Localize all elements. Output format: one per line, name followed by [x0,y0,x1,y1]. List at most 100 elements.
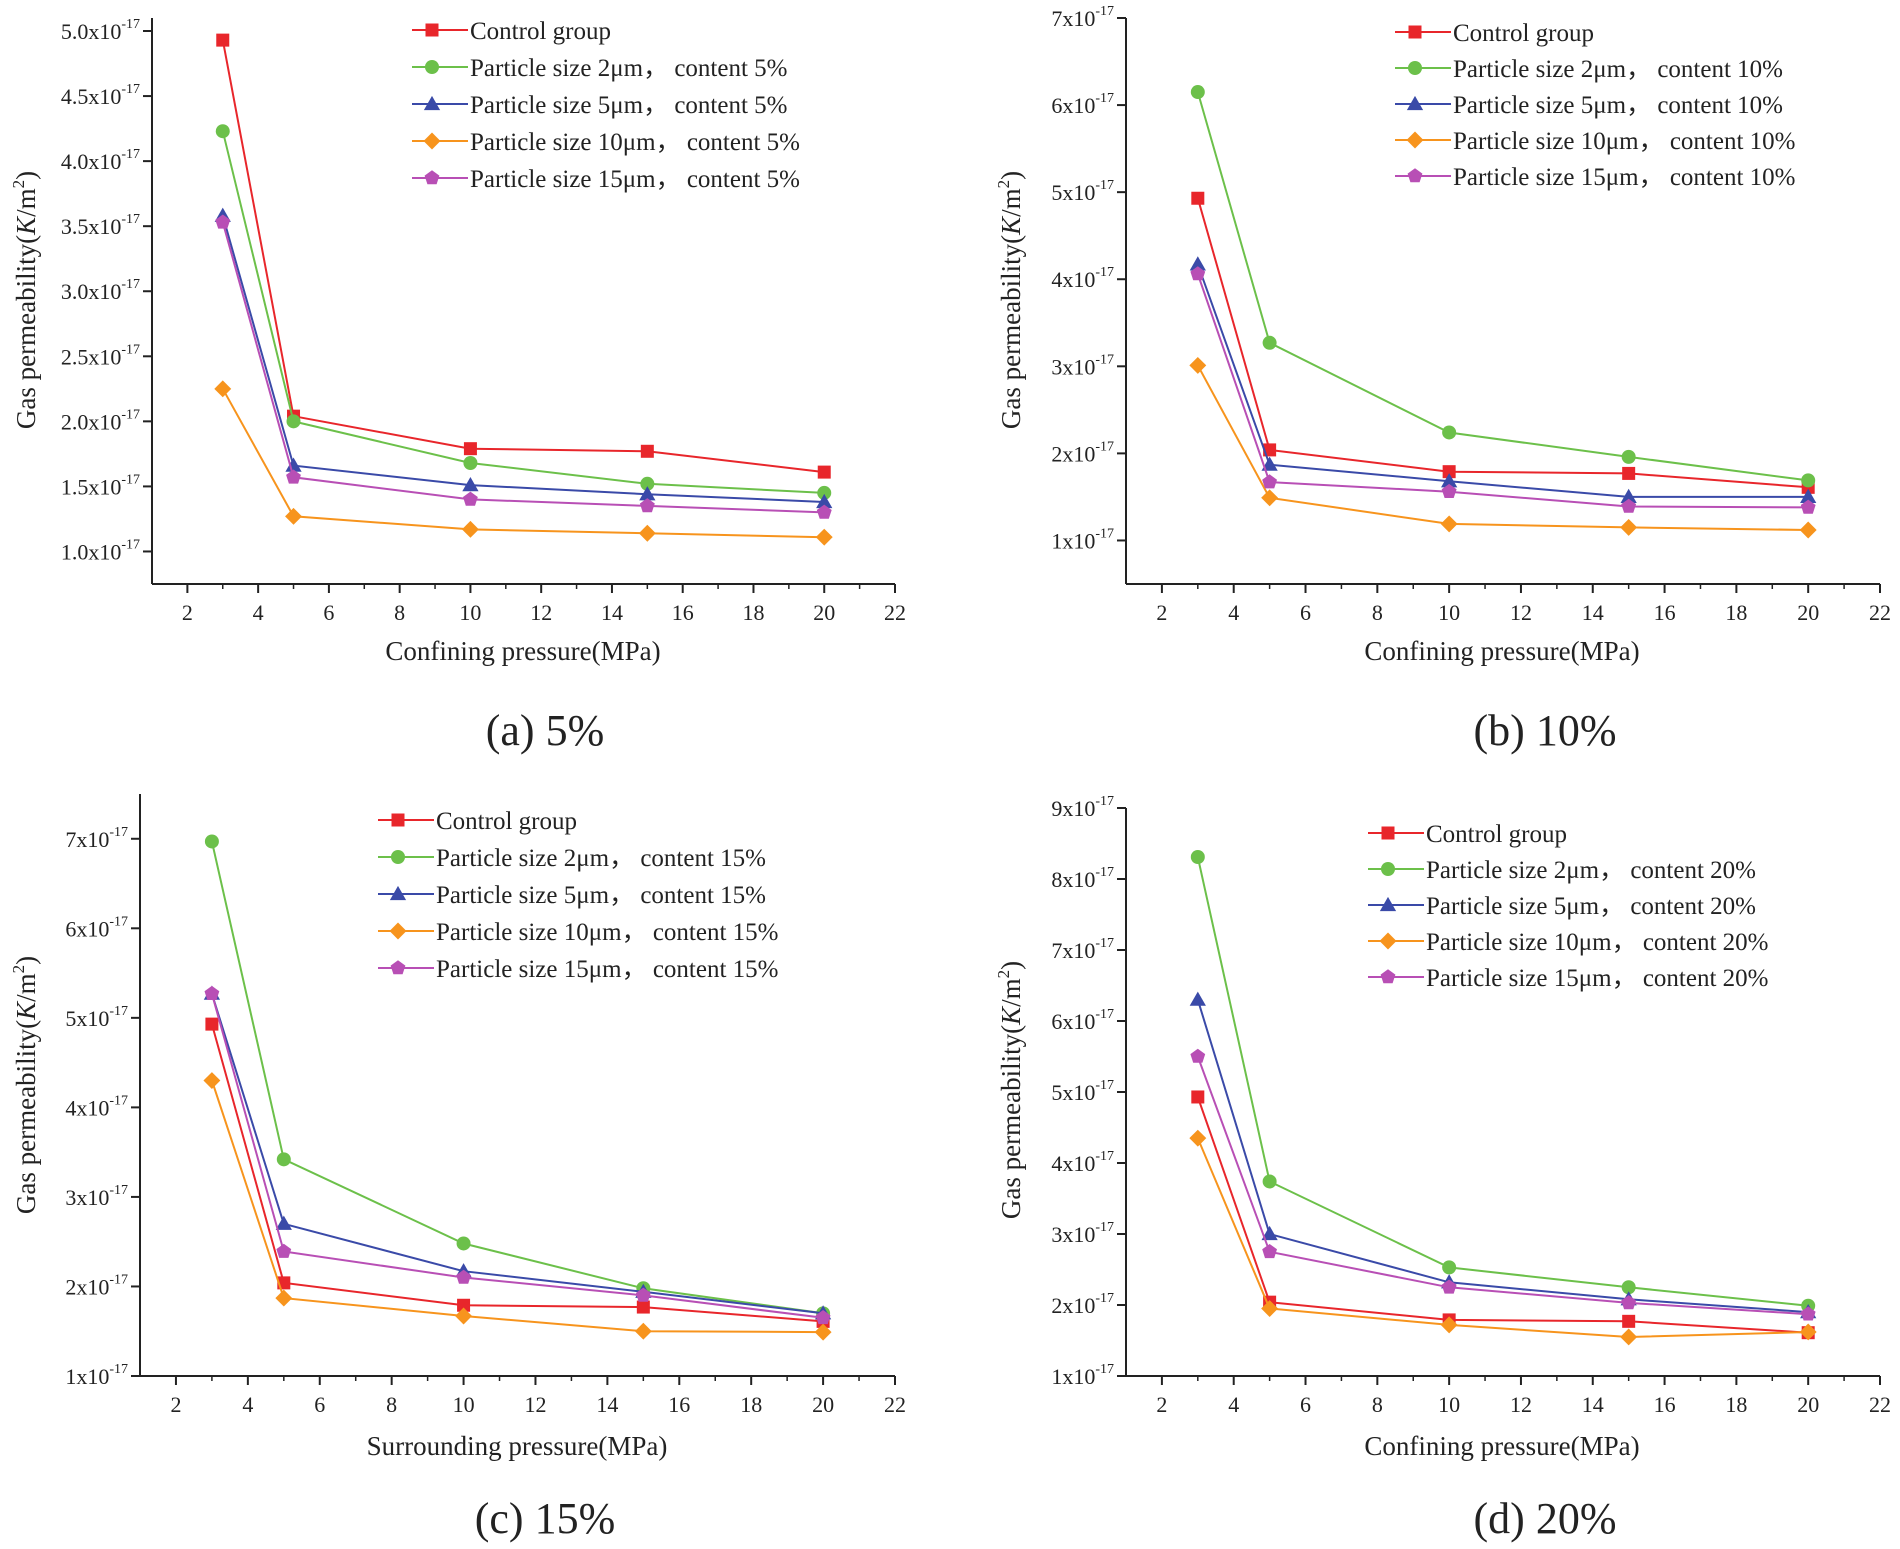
series-p10 [214,380,833,546]
series-line [1196,999,1809,1314]
data-point [276,1243,292,1258]
data-point [456,1236,471,1251]
legend-label: Particle size 5μm， content 10% [1453,92,1783,119]
data-point [463,442,477,456]
x-tick-label: 4 [253,600,264,625]
data-point [1620,488,1637,504]
legend-label: Particle size 10μm， content 20% [1426,929,1768,956]
data-point [1441,1279,1457,1294]
x-tick-label: 6 [314,1392,325,1417]
data-point [1622,466,1636,480]
data-point [1190,85,1205,100]
legend-marker [1381,862,1395,876]
x-tick-label: 2 [1156,600,1167,625]
legend-label: Particle size 5μm， content 5% [470,92,787,119]
x-tick-label: 12 [530,600,552,625]
y-tick-label: 3x10-17 [65,1183,128,1210]
series-line [210,993,824,1315]
data-point [1621,1295,1637,1310]
series-control [205,1017,830,1328]
x-tick-label: 2 [170,1392,181,1417]
x-tick-label: 8 [1372,600,1383,625]
data-point [1441,483,1457,498]
data-point [1442,465,1456,479]
legend-marker [1406,131,1424,149]
panel-caption: (d) 20% [1474,1494,1617,1543]
legend-marker [1406,95,1424,111]
x-tick-label: 22 [1869,600,1891,625]
legend-label: Particle size 10μm， content 5% [470,129,800,156]
data-point [635,1287,651,1302]
data-point [457,1298,471,1312]
panel-caption: (a) 5% [486,706,605,755]
legend-label: Particle size 15μm， content 5% [470,166,800,193]
legend: Control group Particle size 2μm， content … [378,808,778,983]
data-point [638,524,656,542]
y-tick-label: 3.5x10-17 [61,212,140,239]
data-point [640,476,655,491]
legend-label: Particle size 15μm， content 20% [1426,965,1768,992]
data-point [286,469,301,484]
series-line [210,993,824,1319]
x-tick-label: 20 [813,600,835,625]
data-point [1261,489,1279,507]
legend-marker [1379,932,1397,950]
data-point [1262,1244,1277,1259]
data-point [463,491,478,506]
data-point [275,1215,292,1230]
data-point [1799,1323,1817,1341]
data-point [1261,456,1278,471]
x-tick-label: 10 [1438,600,1460,625]
data-point [634,1322,652,1340]
series-line [1196,197,1809,489]
y-tick-label: 2x10-17 [65,1272,128,1299]
y-tick-label: 1x10-17 [1051,526,1114,553]
data-point [1261,1300,1279,1317]
y-tick-label: 5x10-17 [1051,178,1114,205]
x-tick-label: 22 [884,600,906,625]
data-point [1621,449,1636,464]
y-tick-label: 4x10-17 [1051,1149,1114,1176]
data-point [285,457,302,472]
legend-label: Control group [470,18,611,45]
data-point [215,214,231,229]
chart-panel-3: 2 4 6 8 10 12 14 16 18 20 22 1x10-17 2x10-17 3x10-17 4… [9,794,906,1543]
series-p2 [215,124,832,500]
series-p2 [1190,85,1816,488]
y-tick-label: 2.0x10-17 [61,407,140,434]
x-tick-label: 20 [812,1392,834,1417]
x-tick-label: 2 [182,600,193,625]
y-tick-label: 6x10-17 [65,914,128,941]
data-point [1191,191,1205,205]
series-line [1196,364,1809,531]
x-tick-label: 10 [453,1392,475,1417]
series-line [210,1080,824,1334]
legend-label: Control group [1426,821,1567,848]
x-tick-label: 4 [242,1392,253,1417]
series-line [210,841,824,1315]
legend-marker [1379,896,1397,912]
legend-marker [425,60,439,74]
x-axis-label: Confining pressure(MPa) [385,636,660,666]
y-tick-label: 4x10-17 [65,1093,128,1120]
x-axis-label: Surrounding pressure(MPa) [367,1431,668,1461]
y-axis-label: Gas permeability(K/m2) [9,171,41,429]
x-tick-label: 8 [386,1392,397,1417]
series-line [1196,264,1809,498]
data-point [816,493,833,509]
x-tick-label: 12 [1510,600,1532,625]
legend-label: Particle size 2μm， content 10% [1453,56,1783,83]
legend-marker [1380,969,1396,984]
data-point [275,1289,293,1307]
data-point [1799,521,1817,539]
legend-label: Control group [436,808,577,835]
legend-label: Particle size 2μm， content 15% [436,845,766,872]
x-tick-label: 12 [524,1392,546,1417]
y-tick-label: 6x10-17 [1051,91,1114,118]
x-tick-label: 4 [1228,600,1239,625]
x-tick-label: 18 [742,600,764,625]
data-point [639,486,656,501]
x-tick-label: 12 [1510,1392,1532,1417]
legend-label: Particle size 10μm， content 15% [436,919,778,946]
y-tick-label: 7x10-17 [1051,936,1114,963]
